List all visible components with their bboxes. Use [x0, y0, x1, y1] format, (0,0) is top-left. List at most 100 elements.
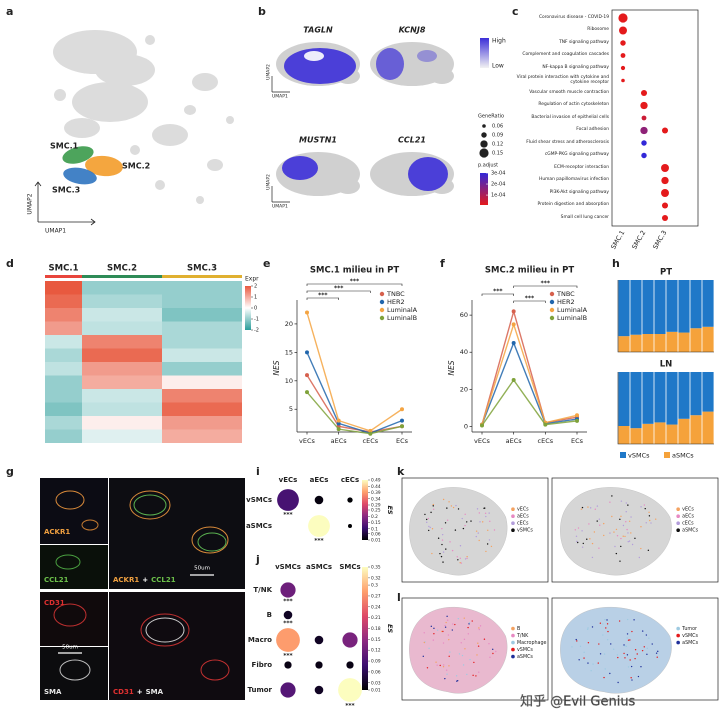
term-label-box: Small cell lung cancer — [561, 215, 609, 220]
y-tick-label: 5 — [289, 405, 293, 413]
colorbar-label: 0.32 — [371, 575, 381, 581]
cell-spot — [640, 526, 642, 528]
heatmap-cell — [45, 335, 82, 349]
heatmap-cell — [45, 429, 82, 443]
group-bar — [162, 275, 242, 278]
cell-spot — [627, 532, 629, 534]
dot — [641, 115, 647, 121]
term-label: Regulation of actin cytoskeleton — [538, 102, 609, 108]
legend-marker — [676, 640, 680, 645]
y-tick-label: 15 — [285, 348, 293, 356]
series-line — [306, 391, 403, 435]
cell-spot — [478, 671, 480, 673]
cell-spot — [655, 652, 658, 654]
term-label-box: Viral protein interaction with cytokine … — [517, 75, 609, 84]
cell-spot — [471, 620, 473, 622]
legend-marker — [676, 507, 680, 512]
cell-spot — [588, 523, 590, 525]
heatmap-cell — [45, 308, 82, 322]
cell-spot — [629, 659, 631, 661]
term-label: Focal adhesion — [576, 127, 609, 133]
chart-title: SMC.1 milieu in PT — [310, 266, 399, 276]
cell-spot — [446, 615, 448, 618]
cell-spot — [472, 674, 474, 677]
colorbar-label: 0.2 — [371, 514, 378, 520]
dot — [640, 89, 648, 97]
cell-spot — [462, 664, 465, 666]
cell-spot — [593, 531, 596, 533]
cell-spot — [430, 625, 433, 628]
umap-cluster — [85, 155, 123, 177]
legend-label: T/NK — [516, 633, 529, 639]
legend-marker — [511, 507, 515, 512]
cell-spot — [459, 562, 461, 564]
legend-marker — [379, 315, 385, 321]
marker-label: ACKR1 — [113, 576, 139, 584]
panel-label: a — [6, 5, 13, 18]
cell-spot — [466, 555, 468, 558]
cell-spot — [424, 513, 426, 516]
cell-spot — [624, 657, 626, 659]
point — [400, 418, 404, 423]
cell-spot — [433, 633, 435, 635]
significance-label: *** — [318, 292, 328, 299]
cell-spot — [609, 672, 611, 675]
colorbar-label: 0.21 — [371, 615, 381, 621]
cell-spot — [489, 520, 491, 523]
cell-spot — [476, 508, 479, 510]
cell-spot — [598, 643, 600, 645]
bubble — [347, 497, 353, 503]
cell-spot — [450, 505, 453, 507]
cell-spot — [604, 618, 606, 621]
y-tick-label: 0 — [464, 422, 468, 430]
cell-spot — [455, 675, 458, 677]
cell-spot — [451, 549, 454, 552]
axis-label: UMAP1 — [272, 94, 288, 100]
cell-spot — [458, 653, 461, 655]
legend-dot — [479, 148, 489, 158]
cell-spot — [473, 661, 475, 664]
cell-spot — [441, 543, 443, 546]
cell-spot — [463, 617, 465, 619]
bar-segment — [642, 372, 654, 424]
panel-label: j — [255, 553, 260, 566]
cell-spot — [603, 522, 605, 525]
marker-label: CCL21 — [44, 576, 69, 584]
panel-label: c — [512, 5, 519, 18]
cell-spot — [446, 619, 449, 621]
significance-bracket — [513, 300, 546, 303]
heatmap-cell — [82, 402, 162, 416]
cell-spot — [625, 502, 627, 504]
cell-spot — [604, 668, 606, 670]
colorbar-label: 0.09 — [371, 659, 381, 665]
column-label: vSMCs — [275, 563, 301, 571]
cell-spot — [605, 627, 607, 629]
cell-spot — [490, 545, 493, 548]
cell-spot — [644, 507, 646, 510]
series-line — [481, 378, 578, 426]
dot — [641, 152, 647, 159]
term-label: PI3K-Akt signaling pathway — [549, 189, 609, 195]
column-label: aSMCs — [306, 563, 332, 571]
bar-segment — [666, 372, 678, 425]
cell-spot — [623, 644, 625, 646]
cell-spot — [479, 625, 482, 627]
series-line — [306, 374, 403, 433]
cell-spot — [457, 508, 460, 510]
legend-label: 0.09 — [492, 133, 503, 139]
cell-spot — [442, 551, 445, 553]
colorbar-label: 0.44 — [371, 484, 381, 490]
significance-bracket — [513, 285, 578, 288]
cell-spot — [444, 522, 447, 524]
cell-spot — [454, 529, 457, 531]
cell-spot — [586, 538, 588, 540]
cell-spot — [464, 648, 466, 650]
cell-spot — [488, 643, 490, 645]
bar-segment — [666, 280, 678, 332]
dot — [661, 176, 669, 185]
bar-segment — [702, 326, 714, 352]
umap-cluster — [63, 167, 97, 185]
cell-spot — [630, 677, 632, 679]
heatmap-cell — [162, 362, 242, 376]
cell-spot — [452, 506, 455, 509]
